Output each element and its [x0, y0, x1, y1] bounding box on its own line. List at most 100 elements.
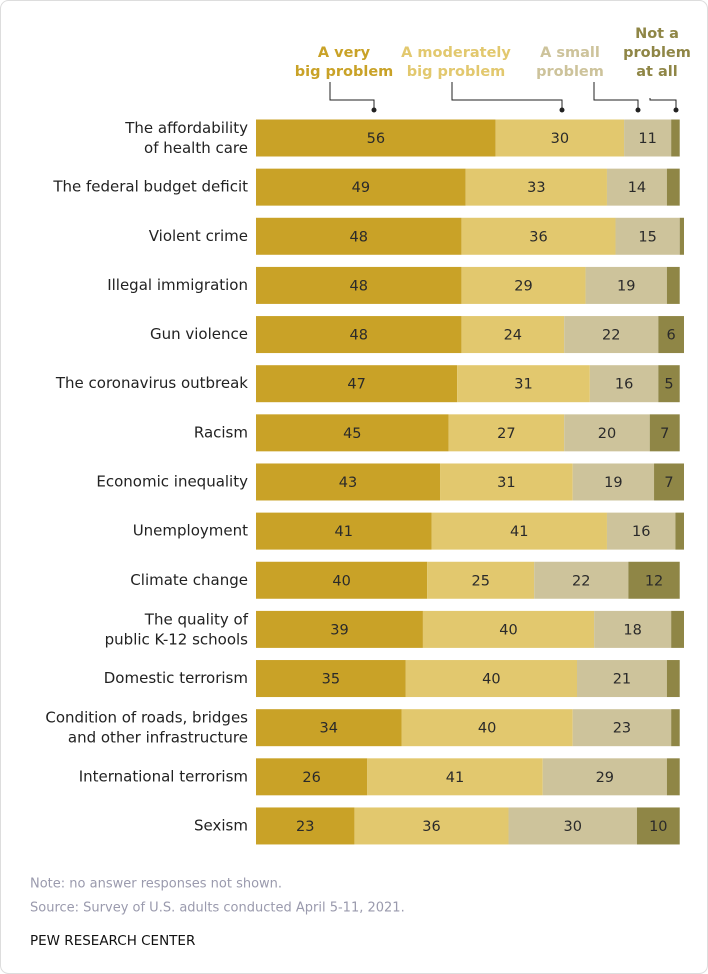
value-label: 48 — [349, 328, 367, 344]
value-label: 36 — [422, 819, 440, 835]
bar-segment — [427, 561, 535, 599]
bar-segment — [542, 758, 667, 796]
legend-label: A very big problem — [295, 45, 394, 80]
value-label: 43 — [339, 475, 357, 491]
note: Note: no answer responses not shown. — [30, 877, 282, 892]
bar-segment — [577, 660, 667, 698]
bar-segment — [367, 758, 543, 796]
bar-segment — [666, 168, 680, 206]
bar-segment — [585, 266, 667, 304]
value-label: 39 — [330, 622, 348, 638]
bar-segment — [256, 168, 466, 206]
bar-segment — [658, 365, 680, 403]
category-label: The federal budget deficit — [52, 178, 248, 196]
value-label: 49 — [352, 180, 370, 196]
value-label: 22 — [572, 573, 590, 589]
value-label: 56 — [367, 131, 385, 147]
bar-segment — [256, 709, 402, 747]
bar-segment — [589, 365, 659, 403]
value-label: 11 — [638, 131, 656, 147]
value-label: 29 — [596, 770, 614, 786]
bar-segment — [401, 709, 573, 747]
value-label: 47 — [347, 377, 365, 393]
bar-segment — [615, 217, 680, 255]
category-label: Domestic terrorism — [104, 669, 248, 687]
value-label: 35 — [322, 672, 340, 688]
value-label: 41 — [335, 524, 353, 540]
value-label: 6 — [667, 328, 676, 344]
credit: PEW RESEARCH CENTER — [30, 933, 195, 949]
value-label: 33 — [527, 180, 545, 196]
category-label: The coronavirus outbreak — [55, 374, 248, 392]
bar-segment — [671, 709, 680, 747]
category-label: The quality of public K-12 schools — [105, 610, 249, 648]
value-label: 24 — [504, 328, 522, 344]
bar-segment — [671, 119, 680, 157]
bar-segment — [354, 807, 509, 845]
category-label: International terrorism — [79, 767, 248, 785]
value-label: 23 — [296, 819, 314, 835]
bar-segment — [628, 561, 680, 599]
value-label: 41 — [510, 524, 528, 540]
value-label: 30 — [563, 819, 581, 835]
legend-dots — [371, 107, 679, 113]
bar-segment — [679, 217, 684, 255]
bar-segment — [256, 119, 496, 157]
value-label: 7 — [660, 426, 669, 442]
bar-segment — [666, 758, 680, 796]
value-label: 18 — [623, 622, 641, 638]
bar-segment — [422, 610, 595, 648]
bar-segment — [658, 316, 684, 354]
bar-segment — [461, 266, 586, 304]
category-label: The affordability of health care — [124, 119, 248, 157]
category-label: Violent crime — [149, 227, 248, 245]
category-label: Sexism — [194, 816, 248, 834]
value-label: 26 — [302, 770, 320, 786]
bar-segment — [606, 512, 676, 550]
value-label: 27 — [497, 426, 515, 442]
value-label: 12 — [645, 573, 663, 589]
source: Source: Survey of U.S. adults conducted … — [30, 901, 405, 916]
legend-label: Not a problem at all — [623, 26, 691, 80]
value-label: 48 — [349, 229, 367, 245]
category-label: Condition of roads, bridges and other inf… — [45, 708, 248, 746]
value-label: 36 — [529, 229, 547, 245]
bar-segment — [256, 217, 462, 255]
bar-segment — [606, 168, 667, 206]
bar-segment — [572, 709, 672, 747]
bar-segment — [654, 463, 684, 501]
value-label: 21 — [613, 672, 631, 688]
value-label: 23 — [613, 721, 631, 737]
category-label: Racism — [194, 423, 248, 441]
category-label: Unemployment — [133, 522, 248, 540]
bar-segment — [666, 266, 680, 304]
value-label: 40 — [499, 622, 517, 638]
value-label: 31 — [497, 475, 515, 491]
value-label: 40 — [482, 672, 500, 688]
bar-segment — [572, 463, 655, 501]
bar-segment — [457, 365, 590, 403]
value-label: 45 — [343, 426, 361, 442]
value-label: 41 — [446, 770, 464, 786]
category-label: Economic inequality — [96, 472, 248, 490]
bar-segment — [461, 316, 565, 354]
value-label: 10 — [649, 819, 667, 835]
bar-segment — [256, 660, 406, 698]
bar-segment — [256, 512, 432, 550]
bar-segment — [624, 119, 672, 157]
bar-segment — [594, 610, 672, 648]
bar-segment — [256, 807, 355, 845]
legend-leaders — [329, 82, 677, 110]
value-label: 20 — [598, 426, 616, 442]
category-label: Illegal immigration — [107, 276, 248, 294]
bar-segment — [671, 610, 684, 648]
bar-segment — [431, 512, 607, 550]
value-label: 30 — [551, 131, 569, 147]
value-label: 31 — [514, 377, 532, 393]
category-label: Climate change — [130, 571, 248, 589]
bar-segment — [256, 316, 462, 354]
value-label: 22 — [602, 328, 620, 344]
legend-label: A small problem — [536, 45, 604, 80]
bar-segment — [508, 807, 637, 845]
